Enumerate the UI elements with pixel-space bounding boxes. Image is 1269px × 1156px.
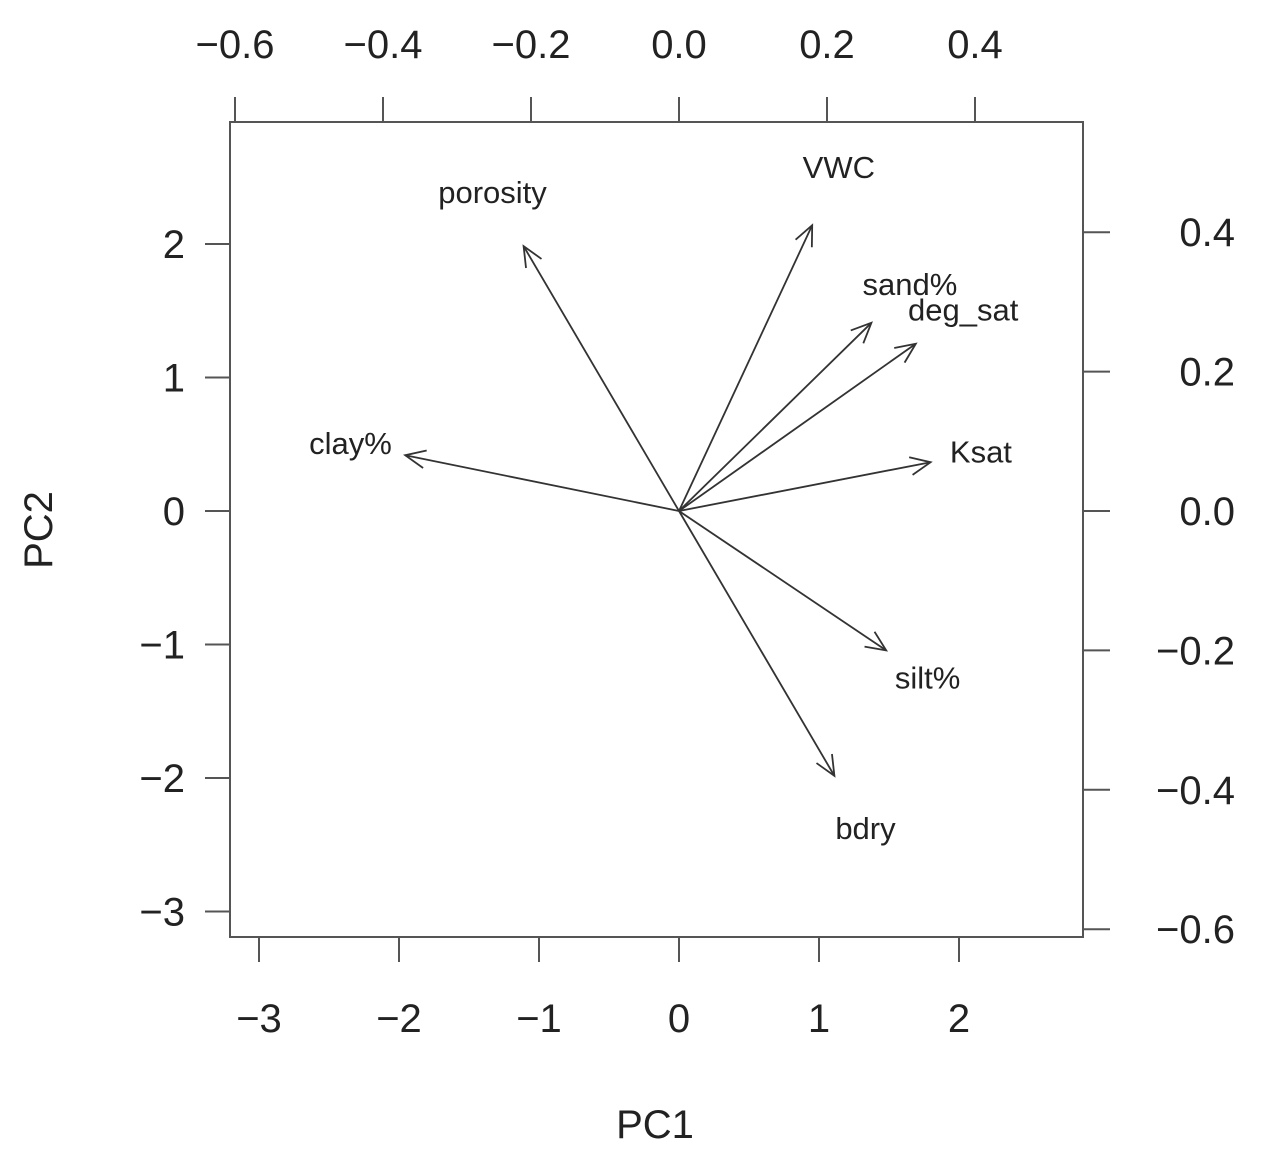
loading-labels: porosity VWC sand%deg_sat Ksat clay% silt% bdr… — [309, 150, 1019, 846]
bottom-axis-tick-label: −1 — [516, 997, 562, 1041]
y-axis-title: PC2 — [17, 491, 61, 569]
bottom-axis-tick-label: −2 — [376, 997, 422, 1041]
loading-arrows — [403, 223, 933, 778]
top-axis-tick-label: 0.2 — [799, 23, 855, 67]
top-axis-tick-label: 0.4 — [947, 23, 1003, 67]
loading-label-clay: clay% — [309, 426, 392, 461]
bottom-axis-tick-label: −3 — [236, 997, 282, 1041]
left-axis-tick-label: −1 — [139, 624, 185, 668]
left-axis-tick-label: 0 — [163, 490, 185, 534]
loading-label-ksat: Ksat — [950, 434, 1012, 469]
left-axis-tick-label: −3 — [139, 891, 185, 935]
right-axis-tick-label: 0.0 — [1179, 490, 1235, 534]
loading-label-deg-sat: deg_sat — [908, 292, 1019, 327]
loading-arrow-silt — [678, 510, 889, 652]
right-axis-tick-label: 0.2 — [1179, 351, 1235, 395]
right-axis-tick-label: −0.4 — [1156, 769, 1235, 813]
top-axis-tick-label: −0.2 — [492, 23, 571, 67]
top-axis-tick-label: 0.0 — [651, 23, 707, 67]
loading-label-sand: sand% — [862, 267, 957, 302]
loading-arrow-bdry — [678, 510, 836, 778]
loading-arrow-ksat — [678, 456, 933, 512]
left-axis-tick-label: 2 — [163, 223, 185, 267]
right-axis-tick-label: −0.2 — [1156, 629, 1235, 673]
right-axis-tick-label: −0.6 — [1156, 908, 1235, 952]
axis-ticks: −3 −2 −1 0 1 2 2 1 0 −1 −2 −3 −0.6 −0.4 −0.2 0.0 0.2 0.4 0… — [139, 23, 1235, 1041]
right-axis-tick-label: 0.4 — [1179, 211, 1235, 255]
left-axis-tick-label: −2 — [139, 757, 185, 801]
left-axis-tick-label: 1 — [163, 357, 185, 401]
loading-arrow-vwc — [678, 223, 814, 512]
bottom-axis-tick-label: 1 — [808, 997, 830, 1041]
x-axis-title: PC1 — [616, 1103, 694, 1147]
loading-arrow-sand — [678, 321, 873, 512]
loading-label-vwc: VWC — [803, 150, 875, 185]
top-axis-tick-label: −0.6 — [196, 23, 275, 67]
bottom-axis-tick-label: 0 — [668, 997, 690, 1041]
loading-label-silt: silt% — [895, 660, 960, 695]
plot-frame — [229, 121, 1084, 938]
loading-label-porosity: porosity — [438, 175, 547, 210]
loading-arrow-clay — [403, 449, 680, 512]
loading-arrow-porosity — [522, 244, 680, 512]
loading-label-bdry: bdry — [835, 811, 896, 846]
loading-arrow-deg-sat — [678, 342, 918, 512]
bottom-axis-tick-label: 2 — [948, 997, 970, 1041]
top-axis-tick-label: −0.4 — [344, 23, 423, 67]
